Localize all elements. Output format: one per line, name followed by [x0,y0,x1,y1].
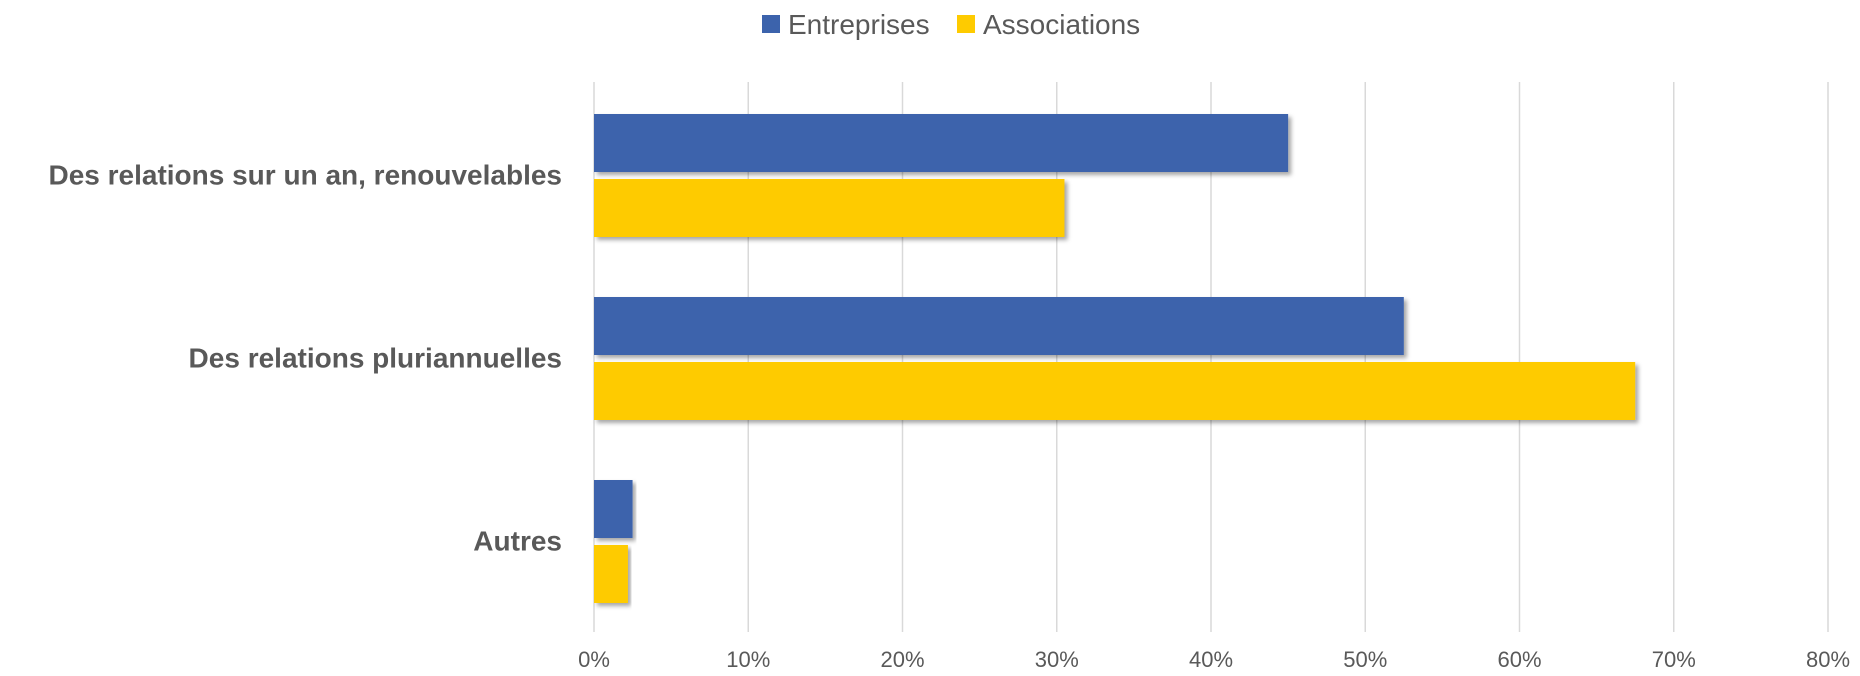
legend-label-entreprises: Entreprises [788,9,930,40]
legend-swatch-associations [957,15,975,33]
bar-entreprises-2 [594,480,633,538]
bar-entreprises-1 [594,297,1404,355]
bar-associations-0 [594,179,1064,237]
tick-label-60: 60% [1497,647,1541,672]
category-labels: Des relations sur un an, renouvelables De… [48,160,562,557]
tick-label-80: 80% [1806,647,1850,672]
bar-entreprises-0 [594,114,1288,172]
bars [594,114,1635,603]
tick-label-50: 50% [1343,647,1387,672]
bar-associations-2 [594,545,628,603]
tick-label-70: 70% [1652,647,1696,672]
category-label-1: Des relations pluriannuelles [189,343,562,374]
tick-label-30: 30% [1035,647,1079,672]
chart-legend: Entreprises Associations [762,9,1140,40]
x-axis-tick-labels: 0% 10% 20% 30% 40% 50% 60% 70% 80% [578,647,1850,672]
bar-associations-1 [594,362,1635,420]
tick-label-0: 0% [578,647,610,672]
legend-swatch-entreprises [762,15,780,33]
tick-label-40: 40% [1189,647,1233,672]
tick-label-20: 20% [880,647,924,672]
category-label-0: Des relations sur un an, renouvelables [48,160,562,191]
legend-label-associations: Associations [983,9,1140,40]
category-label-2: Autres [473,526,562,557]
tick-label-10: 10% [726,647,770,672]
